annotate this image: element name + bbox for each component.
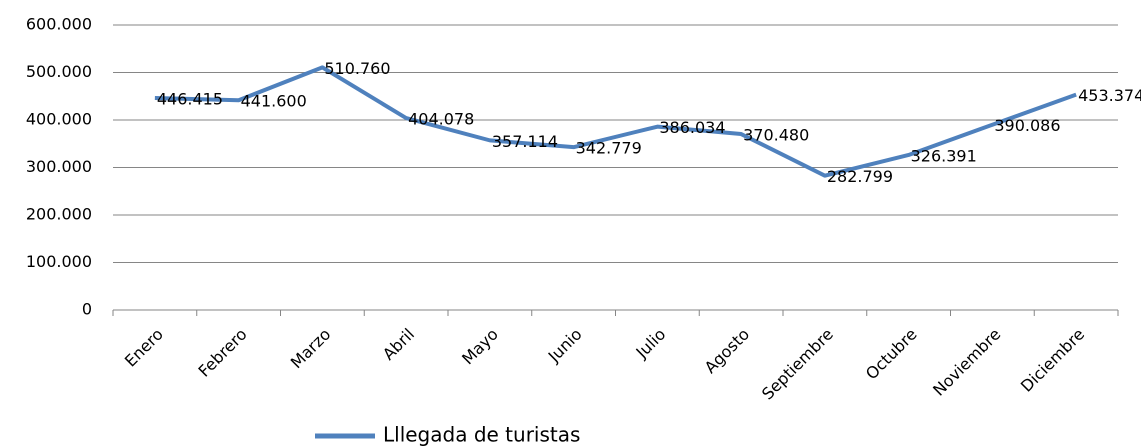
data-label: 390.086 [994,116,1060,135]
data-label: 453.374 [1078,86,1141,105]
x-tick-label: Junio [544,325,586,367]
x-tick-label: Diciembre [1017,325,1088,396]
x-tick-label: Marzo [287,325,335,373]
data-label: 370.480 [743,126,809,145]
x-tick-label: Septiembre [758,325,837,404]
x-tick-label: Octubre [862,325,921,384]
x-tick-label: Julio [632,325,670,363]
x-tick-label: Noviembre [929,325,1004,400]
x-tick-label: Enero [121,325,167,371]
legend-label: Lllegada de turistas [383,423,580,447]
y-tick-label: 200.000 [26,205,92,224]
x-tick-label: Abril [379,325,418,364]
x-tick-label: Mayo [458,325,502,369]
data-label: 510.760 [324,59,390,78]
y-tick-label: 400.000 [26,110,92,129]
data-label: 386.034 [659,118,725,137]
x-tick-label: Agosto [701,325,754,378]
data-label: 446.415 [157,89,223,108]
data-label: 342.779 [576,139,642,158]
data-label: 282.799 [827,167,893,186]
y-tick-label: 100.000 [26,252,92,271]
data-label: 404.078 [408,110,474,129]
y-tick-label: 600.000 [26,15,92,34]
line [154,65,1077,178]
data-label: 441.600 [241,92,307,111]
x-tick-label: Febrero [194,325,250,381]
data-label: 357.114 [492,132,558,151]
y-tick-label: 0 [82,300,92,319]
data-label: 326.391 [911,146,977,165]
y-tick-label: 300.000 [26,157,92,176]
y-tick-label: 500.000 [26,62,92,81]
